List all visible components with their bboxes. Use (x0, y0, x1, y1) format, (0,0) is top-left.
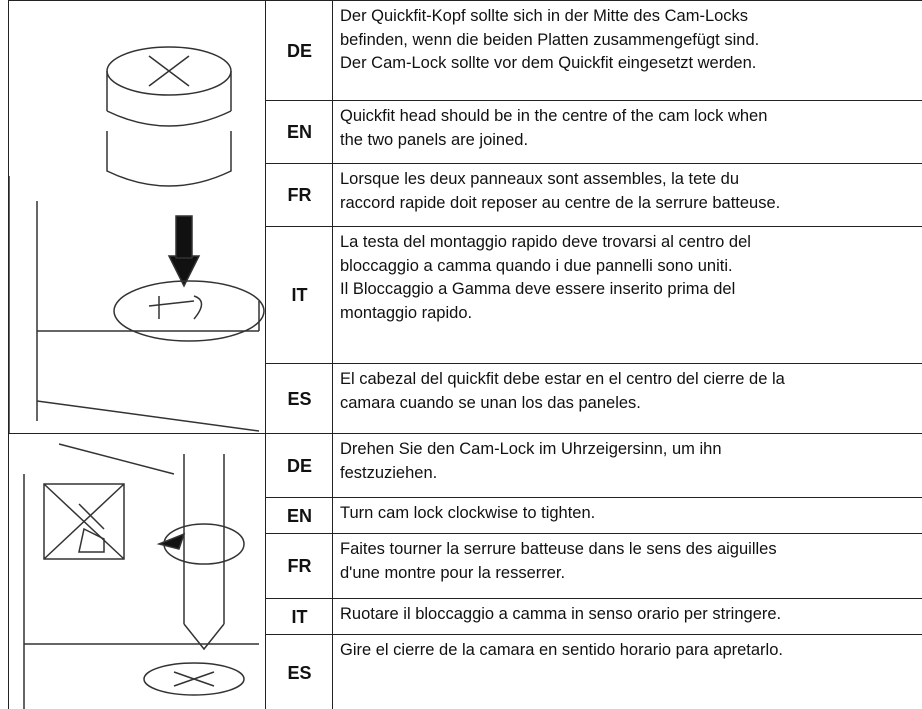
text-line: befinden, wenn die beiden Platten zusamm… (340, 30, 760, 49)
instruction-text: La testa del montaggio rapido deve trova… (332, 226, 922, 364)
text-line: d'une montre pour la resserrer. (340, 563, 566, 582)
text-line: Faites tourner la serrure batteuse dans … (340, 540, 777, 558)
instruction-text: Ruotare il bloccaggio a camma in senso o… (332, 598, 922, 635)
text-line: the two panels are joined. (340, 130, 529, 149)
text-line: La testa del montaggio rapido deve trova… (340, 233, 751, 251)
instruction-text: Quickfit head should be in the centre of… (332, 100, 922, 164)
text-line: Der Quickfit-Kopf sollte sich in der Mit… (340, 7, 749, 25)
language-code: FR (265, 533, 333, 599)
instruction-text: El cabezal del quickfit debe estar en el… (332, 363, 922, 434)
language-code: DE (265, 433, 333, 498)
language-code: EN (265, 100, 333, 164)
text-line: Turn cam lock clockwise to tighten. (340, 504, 596, 522)
instruction-text: Gire el cierre de la camara en sentido h… (332, 634, 922, 709)
text-line: bloccaggio a camma quando i due pannelli… (340, 256, 733, 275)
text-line: Quickfit head should be in the centre of… (340, 107, 768, 125)
instruction-text: Lorsque les deux panneaux sont assembles… (332, 163, 922, 227)
instruction-text: Drehen Sie den Cam-Lock im Uhrzeigersinn… (332, 433, 922, 498)
instruction-text: Turn cam lock clockwise to tighten. (332, 497, 922, 534)
language-code: EN (265, 497, 333, 534)
language-code: IT (265, 598, 333, 635)
instruction-text: Faites tourner la serrure batteuse dans … (332, 533, 922, 599)
text-line: raccord rapide doit reposer au centre de… (340, 193, 781, 212)
language-code: IT (265, 226, 333, 364)
text-line: camara cuando se unan los das paneles. (340, 393, 641, 412)
text-line: Ruotare il bloccaggio a camma in senso o… (340, 605, 782, 623)
text-line: Lorsque les deux panneaux sont assembles… (340, 170, 740, 188)
language-code: ES (265, 363, 333, 434)
text-line: Drehen Sie den Cam-Lock im Uhrzeigersinn… (340, 440, 722, 458)
drawing (23, 443, 259, 709)
text-line: Il Bloccaggio a Gamma deve essere inseri… (340, 280, 736, 298)
text-line: El cabezal del quickfit debe estar en el… (340, 370, 785, 388)
language-code: ES (265, 634, 333, 709)
language-code: FR (265, 163, 333, 227)
text-line: montaggio rapido. (340, 303, 473, 322)
text-line: Der Cam-Lock sollte vor dem Quickfit ein… (340, 54, 757, 72)
instruction-text: Der Quickfit-Kopf sollte sich in der Mit… (332, 0, 922, 101)
illustration-tighten (8, 433, 266, 709)
drawing (8, 46, 265, 433)
text-line: festzuziehen. (340, 463, 438, 482)
text-line: Gire el cierre de la camara en sentido h… (340, 641, 783, 659)
illustration-quickfit (8, 0, 266, 434)
language-code: DE (265, 0, 333, 101)
